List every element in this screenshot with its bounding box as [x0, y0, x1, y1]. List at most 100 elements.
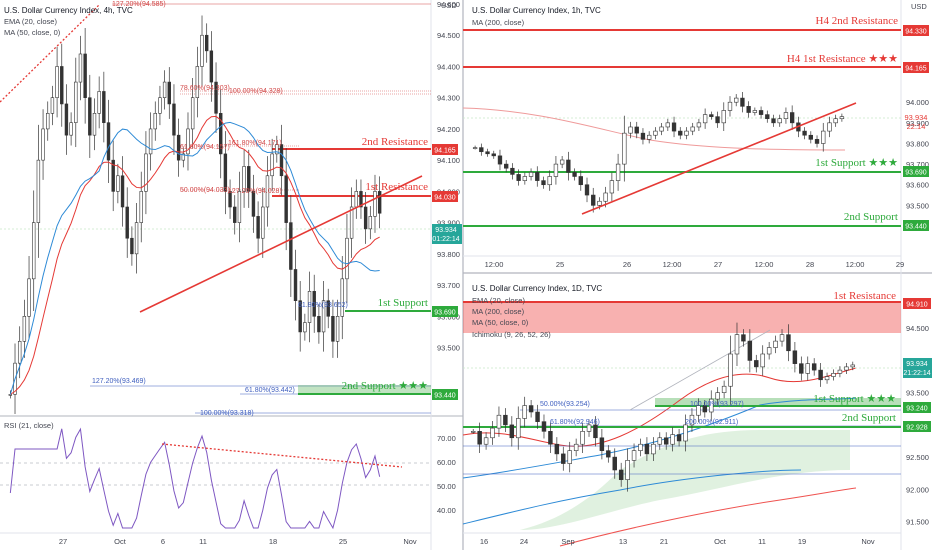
h4-x-tick: 6: [161, 537, 165, 546]
d1-x-tick: 24: [520, 537, 528, 546]
candle-body: [368, 216, 373, 230]
countdown-text: 22:14: [907, 122, 926, 131]
candle-body: [827, 122, 832, 132]
candle-body: [134, 222, 139, 255]
y-tick-label: 93.500: [906, 201, 929, 210]
candle-body: [647, 134, 652, 140]
candle-body: [606, 450, 611, 458]
candle-body: [69, 122, 73, 136]
candle-body: [771, 118, 776, 124]
y-tick-label: 93.500: [906, 389, 929, 398]
candle-body: [335, 316, 340, 342]
candle-body: [612, 456, 617, 471]
h1-indicator-ma: MA (200, close): [472, 18, 525, 27]
candle-body: [811, 363, 817, 371]
d1-candles: [470, 322, 856, 492]
ma-50-line: [9, 121, 380, 395]
candle-body: [60, 66, 64, 105]
support-zone: [298, 385, 431, 394]
candle-body: [331, 316, 335, 342]
fib-label: 61.80%(94.157): [180, 144, 230, 151]
candle-body: [535, 172, 540, 181]
candle-body: [752, 110, 758, 113]
d1-chart: U.S. Dollar Currency Index, 1D, TVC EMA …: [462, 284, 932, 547]
candle-body: [696, 405, 701, 416]
price-tag-support2: [432, 389, 458, 400]
h1-x-tick: 25: [556, 260, 564, 269]
d1-x-tick: 19: [798, 537, 806, 546]
candle-body: [766, 347, 772, 355]
resistance-2-label: 2nd Resistance: [362, 136, 428, 148]
candle-body: [728, 353, 733, 387]
y-tick-label: 92.500: [906, 453, 929, 462]
countdown-text: 21:22:14: [903, 370, 930, 377]
candle-body: [671, 122, 677, 132]
support-1-label: 1st Support ★★★: [813, 393, 896, 405]
candle-body: [32, 222, 36, 280]
candle-body: [504, 163, 509, 169]
fib-label: 61.80%(92.946): [550, 419, 600, 426]
candle-body: [561, 453, 566, 464]
candle-body: [190, 97, 195, 130]
candle-body: [8, 394, 13, 396]
candle-body: [640, 132, 646, 140]
candle-body: [684, 130, 689, 136]
candle-body: [593, 424, 598, 439]
candle-body: [741, 334, 746, 342]
h1-chart: U.S. Dollar Currency Index, 1h, TVC MA (…: [462, 2, 929, 269]
candle-body: [553, 163, 559, 177]
h1-x-tick: 12:00: [485, 260, 504, 269]
candle-body: [116, 175, 120, 192]
candle-body: [765, 114, 770, 120]
h4-x-tick: 25: [339, 537, 347, 546]
ascending-trendline: [139, 175, 423, 313]
resistance-1-label: 1st Resistance: [365, 181, 428, 193]
fib-label: 100.00%(93.318): [200, 410, 254, 417]
candle-body: [789, 112, 795, 124]
candle-body: [349, 206, 354, 239]
candle-body: [566, 159, 571, 173]
candle-body: [615, 163, 621, 181]
candle-body: [676, 434, 682, 442]
candle-body: [638, 443, 643, 451]
resistance-zone: [463, 303, 901, 333]
candle-body: [204, 34, 209, 52]
candle-body: [139, 191, 143, 223]
h4-indicator-ema: EMA (20, close): [4, 17, 57, 26]
candle-body: [237, 191, 242, 223]
candle-body: [354, 191, 358, 208]
fib-label: 161.80%(94.171): [228, 140, 282, 147]
d1-indicator: Ichimoku (9, 26, 52, 26): [472, 330, 551, 339]
candle-body: [317, 316, 321, 333]
candle-body: [547, 176, 552, 186]
h4-x-tick: 27: [59, 537, 67, 546]
candle-body: [97, 91, 101, 114]
candle-body: [805, 363, 810, 374]
candle-body: [702, 405, 708, 413]
candle-body: [609, 180, 615, 194]
candle-body: [377, 191, 382, 214]
candle-body: [214, 81, 218, 114]
candle-body: [850, 364, 856, 368]
candle-body: [690, 126, 695, 132]
candle-body: [106, 122, 111, 161]
fib-label: 61.80%(93.652): [298, 302, 348, 309]
fib-label: 50.00%(93.254): [540, 401, 590, 408]
rsi-tick: 60.00: [437, 458, 456, 467]
support-2-label: 2nd Support: [844, 211, 898, 223]
candle-body: [683, 424, 688, 442]
h1-x-tick: 12:00: [663, 260, 682, 269]
fib-label: 100.00%(94.328): [229, 88, 283, 95]
candle-body: [839, 116, 845, 120]
d1-x-tick: 11: [758, 537, 766, 546]
h4-x-tick: 18: [269, 537, 277, 546]
h1-usd-label: USD: [911, 2, 927, 11]
h1-x-tick: 26: [623, 260, 631, 269]
candle-body: [303, 322, 307, 333]
candle-body: [808, 134, 813, 140]
candle-body: [678, 130, 683, 136]
candle-body: [721, 110, 726, 124]
